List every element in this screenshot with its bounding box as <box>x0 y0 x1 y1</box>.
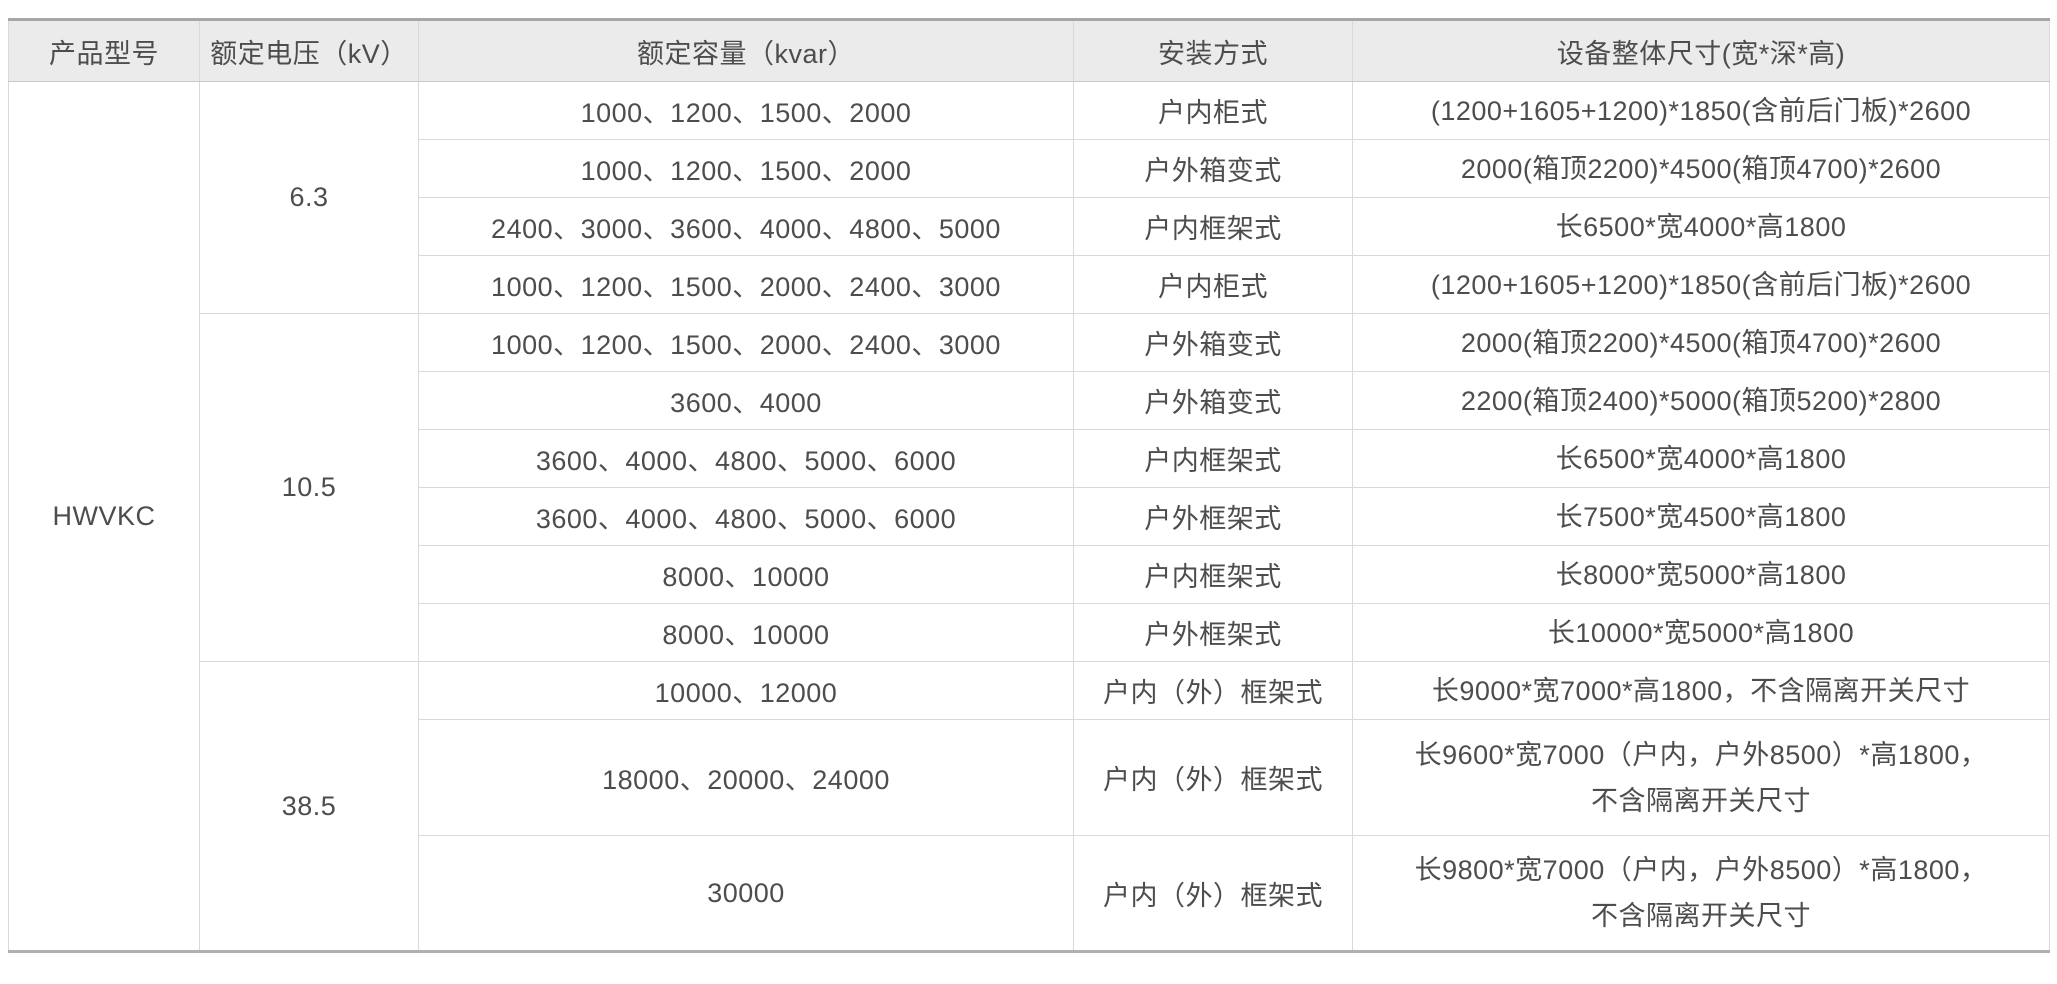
header-rated-voltage: 额定电压（kV） <box>199 19 419 82</box>
table-row: 8000、10000 户内框架式 长8000*宽5000*高1800 <box>9 545 2050 604</box>
capacity-cell: 1000、1200、1500、2000、2400、3000 <box>418 313 1074 372</box>
install-cell: 户外箱变式 <box>1073 371 1353 430</box>
install-cell: 户外框架式 <box>1073 487 1353 546</box>
size-line: 2000(箱顶2200)*4500(箱顶4700)*2600 <box>1460 153 1942 184</box>
install-cell: 户内（外）框架式 <box>1073 719 1353 836</box>
size-cell: 长9800*宽7000（户内，户外8500）*高1800， 不含隔离开关尺寸 <box>1352 835 2050 952</box>
model-cell: HWVKC <box>8 81 200 952</box>
size-line: 不含隔离开关尺寸 <box>1591 901 1811 931</box>
table-row: 8000、10000 户外框架式 长10000*宽5000*高1800 <box>9 603 2050 662</box>
header-row: 产品型号 额定电压（kV） 额定容量（kvar） 安装方式 设备整体尺寸(宽*深… <box>8 19 2050 82</box>
table-row: 3600、4000、4800、5000、6000 户外框架式 长7500*宽45… <box>9 487 2050 546</box>
install-cell: 户内框架式 <box>1073 429 1353 488</box>
size-cell: 长7500*宽4500*高1800 <box>1352 487 2050 546</box>
capacity-cell: 3600、4000、4800、5000、6000 <box>418 429 1074 488</box>
capacity-cell: 3600、4000 <box>418 371 1074 430</box>
table-row: 30000 户内（外）框架式 长9800*宽7000（户内，户外8500）*高1… <box>9 835 2050 952</box>
install-cell: 户内框架式 <box>1073 197 1353 256</box>
size-line: (1200+1605+1200)*1850(含前后门板)*2600 <box>1430 95 1972 126</box>
capacity-cell: 1000、1200、1500、2000 <box>418 139 1074 198</box>
size-cell: 长10000*宽5000*高1800 <box>1352 603 2050 662</box>
header-overall-dimensions: 设备整体尺寸(宽*深*高) <box>1352 19 2050 82</box>
size-line: 长7500*宽4500*高1800 <box>1555 501 1847 532</box>
product-spec-table: 产品型号 额定电压（kV） 额定容量（kvar） 安装方式 设备整体尺寸(宽*深… <box>8 18 2050 953</box>
size-line: 2000(箱顶2200)*4500(箱顶4700)*2600 <box>1460 327 1942 358</box>
size-line: 2200(箱顶2400)*5000(箱顶5200)*2800 <box>1460 385 1942 416</box>
size-line: 长9600*宽7000（户内，户外8500）*高1800， <box>1414 739 1988 770</box>
size-cell: 长9600*宽7000（户内，户外8500）*高1800， 不含隔离开关尺寸 <box>1352 719 2050 836</box>
capacity-cell: 18000、20000、24000 <box>418 719 1074 836</box>
voltage-cell-38-5: 38.5 <box>199 661 419 952</box>
capacity-cell: 10000、12000 <box>418 661 1074 720</box>
install-cell: 户内柜式 <box>1073 81 1353 140</box>
table-row: 3600、4000 户外箱变式 2200(箱顶2400)*5000(箱顶5200… <box>9 371 2050 430</box>
size-cell: 2200(箱顶2400)*5000(箱顶5200)*2800 <box>1352 371 2050 430</box>
size-line: 不含隔离开关尺寸 <box>1591 785 1811 816</box>
size-line: 长6500*宽4000*高1800 <box>1555 211 1847 242</box>
capacity-cell: 1000、1200、1500、2000、2400、3000 <box>418 255 1074 314</box>
size-line: 长6500*宽4000*高1800 <box>1555 443 1847 474</box>
spec-table-container: 产品型号 额定电压（kV） 额定容量（kvar） 安装方式 设备整体尺寸(宽*深… <box>8 18 2050 953</box>
size-cell: 2000(箱顶2200)*4500(箱顶4700)*2600 <box>1352 139 2050 198</box>
capacity-cell: 8000、10000 <box>418 545 1074 604</box>
size-cell: 长6500*宽4000*高1800 <box>1352 197 2050 256</box>
install-cell: 户外箱变式 <box>1073 313 1353 372</box>
size-line: 长9800*宽7000（户内，户外8500）*高1800， <box>1414 855 1988 885</box>
capacity-cell: 3600、4000、4800、5000、6000 <box>418 487 1074 546</box>
capacity-cell: 2400、3000、3600、4000、4800、5000 <box>418 197 1074 256</box>
size-cell: 长6500*宽4000*高1800 <box>1352 429 2050 488</box>
size-line: (1200+1605+1200)*1850(含前后门板)*2600 <box>1430 269 1972 300</box>
size-line: 长10000*宽5000*高1800 <box>1547 617 1855 648</box>
capacity-cell: 1000、1200、1500、2000 <box>418 81 1074 140</box>
size-cell: 长8000*宽5000*高1800 <box>1352 545 2050 604</box>
table-row: 18000、20000、24000 户内（外）框架式 长9600*宽7000（户… <box>9 719 2050 836</box>
size-cell: 2000(箱顶2200)*4500(箱顶4700)*2600 <box>1352 313 2050 372</box>
voltage-cell-6-3: 6.3 <box>199 81 419 314</box>
table-row: 1000、1200、1500、2000 户外箱变式 2000(箱顶2200)*4… <box>9 139 2050 198</box>
install-cell: 户内（外）框架式 <box>1073 835 1353 952</box>
install-cell: 户内（外）框架式 <box>1073 661 1353 720</box>
table-row: 38.5 10000、12000 户内（外）框架式 长9000*宽7000*高1… <box>9 661 2050 952</box>
header-rated-capacity: 额定容量（kvar） <box>418 19 1074 82</box>
install-cell: 户内柜式 <box>1073 255 1353 314</box>
header-installation-type: 安装方式 <box>1073 19 1353 82</box>
size-cell: 长9000*宽7000*高1800，不含隔离开关尺寸 <box>1352 661 2050 720</box>
install-cell: 户内框架式 <box>1073 545 1353 604</box>
table-row: 3600、4000、4800、5000、6000 户内框架式 长6500*宽40… <box>9 429 2050 488</box>
size-cell: (1200+1605+1200)*1850(含前后门板)*2600 <box>1352 255 2050 314</box>
table-row: 10.5 1000、1200、1500、2000、2400、3000 户外箱变式… <box>9 313 2050 662</box>
capacity-cell: 8000、10000 <box>418 603 1074 662</box>
install-cell: 户外箱变式 <box>1073 139 1353 198</box>
voltage-cell-10-5: 10.5 <box>199 313 419 662</box>
header-product-model: 产品型号 <box>8 19 200 82</box>
capacity-cell: 30000 <box>418 835 1074 952</box>
size-cell: (1200+1605+1200)*1850(含前后门板)*2600 <box>1352 81 2050 140</box>
install-cell: 户外框架式 <box>1073 603 1353 662</box>
size-line: 长9000*宽7000*高1800，不含隔离开关尺寸 <box>1431 675 1971 706</box>
size-line: 长8000*宽5000*高1800 <box>1555 559 1847 590</box>
table-row: HWVKC 6.3 1000、1200、1500、2000 户内柜式 (1200… <box>8 81 2050 952</box>
